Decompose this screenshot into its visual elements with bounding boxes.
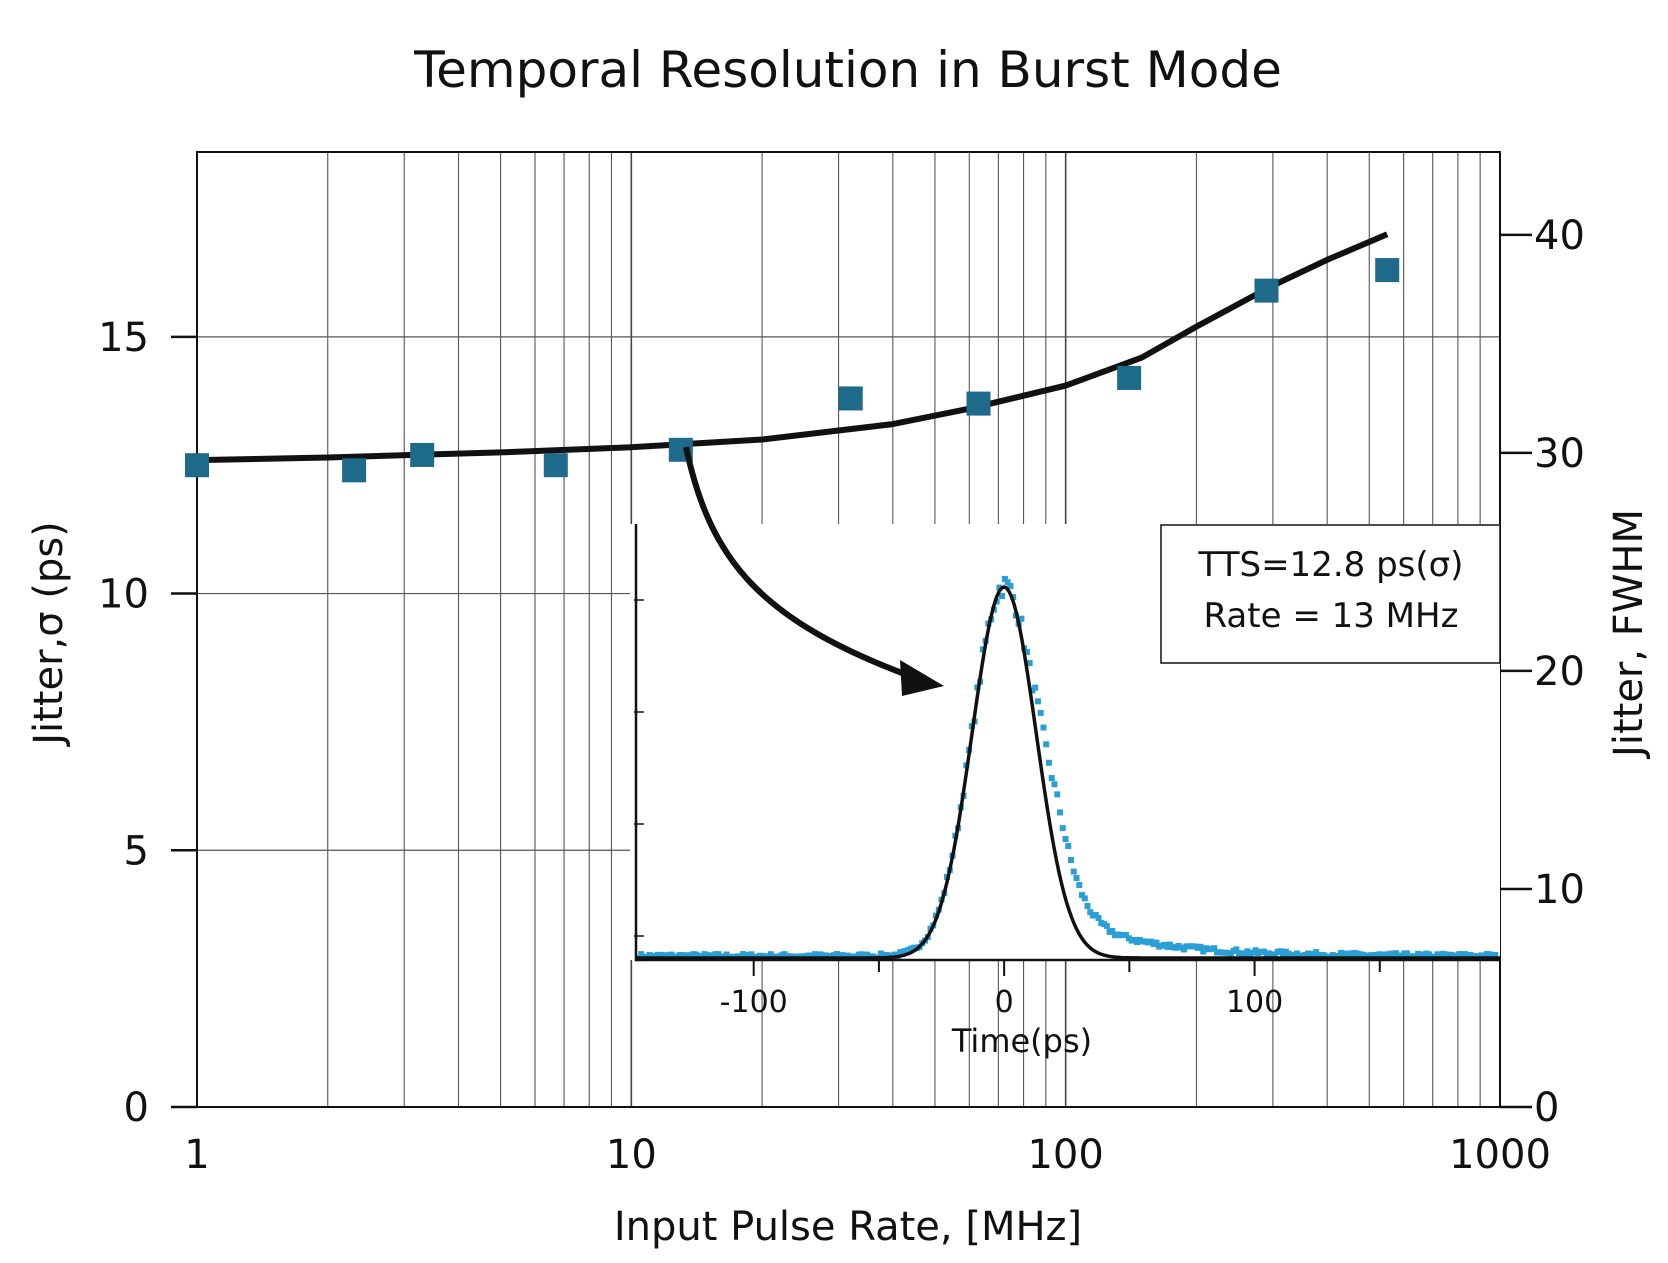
inset-data-point	[1043, 741, 1050, 748]
y2-tick-label: 30	[1534, 431, 1585, 477]
inset-data-point	[1233, 946, 1240, 953]
inset-data-point	[999, 593, 1006, 600]
y-tick-label: 15	[98, 315, 149, 361]
inset-data-point	[1070, 868, 1077, 875]
chart-title: Temporal Resolution in Burst Mode	[413, 41, 1282, 99]
inset-ticks: -100 0 100	[634, 599, 1381, 1020]
inset-data-point	[1084, 902, 1091, 909]
inset-data-point	[1059, 825, 1066, 832]
inset-data-point	[767, 951, 774, 958]
inset-data-point	[1434, 951, 1441, 958]
inset-fit-curve	[636, 585, 1500, 960]
callout-arrowhead	[900, 660, 944, 696]
inset-data-point	[864, 951, 871, 958]
y-tick-label: 10	[98, 572, 149, 618]
y-tick-label: 5	[124, 828, 149, 874]
inset-axes	[634, 524, 1500, 962]
data-point	[1375, 258, 1400, 283]
inset-data-point	[1095, 915, 1102, 922]
inset-data-point	[1335, 952, 1342, 959]
inset-x-tick-label: 100	[1226, 985, 1283, 1020]
inset-data-point	[693, 951, 700, 958]
inset-data-point	[1492, 952, 1499, 959]
inset-data-point	[1045, 759, 1052, 766]
inset-data-point	[1054, 791, 1061, 798]
data-point	[966, 391, 991, 416]
data-point	[543, 453, 568, 478]
data-point	[1254, 278, 1279, 303]
y2-axis-label: Jitter, FWHM	[1606, 509, 1652, 760]
inset-data-point	[1081, 895, 1088, 902]
inset-data-point	[877, 950, 884, 957]
x-tick-label: 1000	[1449, 1132, 1551, 1178]
inset-data-point	[1056, 809, 1063, 816]
data-point	[838, 386, 863, 411]
inset-data-point	[979, 646, 986, 653]
inset-data-point	[1065, 843, 1072, 850]
callout-arrow-line	[683, 446, 912, 679]
inset-data-point	[996, 584, 1003, 591]
inset-note-tts: TTS=12.8 ps(σ)	[1198, 545, 1464, 585]
inset-note-box	[1160, 524, 1501, 664]
inset-data-point	[1109, 927, 1116, 934]
x-tick-label: 10	[606, 1132, 657, 1178]
inset-data-point	[1023, 648, 1030, 655]
y2-tick-label: 10	[1534, 867, 1585, 913]
inset-data-point	[1277, 948, 1284, 955]
inset-data-point	[1040, 724, 1047, 731]
inset-data-point	[1068, 857, 1075, 864]
inset-data-point	[1076, 882, 1083, 889]
inset-data-point	[1103, 922, 1110, 929]
inset-data-point	[1313, 949, 1320, 956]
inset-data-point	[1018, 615, 1025, 622]
inset-plot: -100 0 100 Time(ps) TTS=12.8 ps(σ) Rate = …	[630, 524, 1501, 1060]
inset-data-point	[1032, 684, 1039, 691]
inset-data-point	[1123, 932, 1130, 939]
inset-data-point	[1153, 939, 1160, 946]
inset-data-point	[1197, 943, 1204, 950]
inset-data-point	[1211, 945, 1218, 952]
data-point	[1117, 365, 1142, 390]
data-point	[342, 458, 367, 483]
y2-tick-label: 40	[1534, 213, 1585, 259]
inset-data-point	[1062, 836, 1069, 843]
inset-data-point	[1200, 948, 1207, 955]
y-axis-label: Jitter,σ (ps)	[26, 521, 72, 748]
inset-data-point	[1048, 775, 1055, 782]
inset-note-rate: Rate = 13 MHz	[1204, 596, 1459, 636]
inset-data-point	[1280, 952, 1287, 959]
data-point	[185, 453, 209, 478]
inset-x-axis-label: Time(ps)	[951, 1022, 1092, 1060]
inset-data-point	[1073, 875, 1080, 882]
y2-tick-label: 0	[1534, 1085, 1559, 1131]
inset-data-point	[858, 951, 865, 958]
inset-data-point	[748, 951, 755, 958]
x-tick-label: 1	[184, 1132, 209, 1178]
inset-data-point	[1092, 911, 1099, 918]
inset-x-tick-label: -100	[720, 985, 788, 1020]
inset-data-point	[1001, 575, 1008, 582]
inset-data-point	[1180, 946, 1187, 953]
fit-curve	[196, 231, 1389, 464]
inset-data-point	[1007, 583, 1014, 590]
inset-data-point	[1034, 698, 1041, 705]
inset-data-point	[1026, 660, 1033, 667]
data-points	[185, 258, 1400, 483]
inset-data-point	[1087, 909, 1094, 916]
inset-data-point	[1004, 579, 1011, 586]
y2-tick-label: 20	[1534, 649, 1585, 695]
data-point	[410, 442, 435, 467]
inset-data-point	[1079, 892, 1086, 899]
x-axis-label: Input Pulse Rate, [MHz]	[614, 1204, 1082, 1250]
y-tick-label: 0	[124, 1085, 149, 1131]
inset-data-point	[1037, 709, 1044, 716]
inset-x-tick-label: 0	[995, 985, 1014, 1020]
x-tick-label: 100	[1027, 1132, 1103, 1178]
inset-data-point	[1051, 781, 1058, 788]
